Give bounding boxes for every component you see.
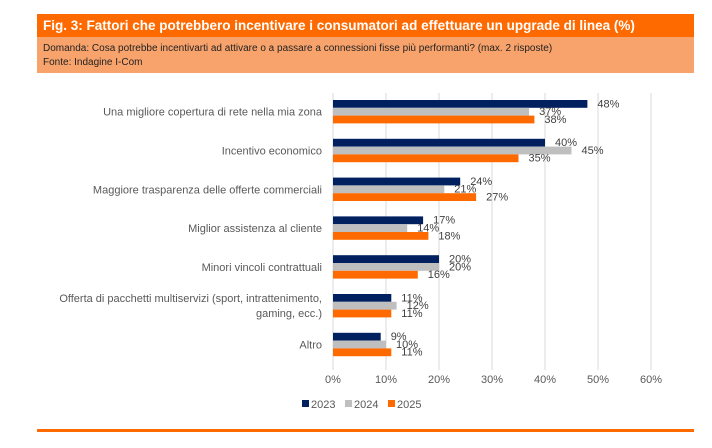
category-label: Offerta di pacchetti multiservizi (sport…: [59, 293, 322, 305]
category-label: Minori vincoli contrattuali: [202, 262, 322, 274]
data-label: 48%: [597, 98, 619, 110]
x-tick-label: 30%: [481, 374, 503, 386]
legend-swatch-2025: [388, 400, 395, 407]
data-label: 24%: [470, 176, 492, 188]
legend-swatch-2024: [345, 400, 352, 407]
x-axis-ticks: 0% 10% 20% 30% 40% 50% 60%: [325, 374, 662, 386]
category-label: Altro: [299, 340, 322, 352]
legend-label: 2024: [354, 399, 378, 411]
bar-2025: [333, 232, 429, 240]
x-tick-label: 0%: [325, 374, 341, 386]
bar-2024: [333, 340, 386, 349]
data-label: 11%: [401, 347, 422, 359]
data-label: 14%: [417, 223, 439, 235]
bar-2023: [333, 177, 461, 186]
data-label: 38%: [544, 114, 566, 126]
bar-2023: [333, 294, 392, 302]
x-tick-label: 50%: [587, 374, 609, 386]
category-label: Incentivo economico: [222, 146, 322, 158]
data-label: 18%: [438, 230, 460, 242]
bar-2023: [333, 138, 545, 147]
data-label: 9%: [391, 331, 407, 343]
bar-2024: [333, 146, 572, 155]
category-label: Una migliore copertura di rete nella mia…: [103, 107, 323, 119]
data-label: 27%: [486, 192, 508, 204]
x-tick-label: 60%: [640, 374, 662, 386]
category-label: gaming, ecc.): [256, 308, 322, 320]
bar-2023: [333, 332, 381, 341]
bar-2025: [333, 154, 519, 163]
x-tick-label: 40%: [534, 374, 556, 386]
figure-subheader: Domanda: Cosa potrebbe incentivarti ad a…: [37, 37, 694, 73]
bar-2024: [333, 107, 530, 116]
data-label: 40%: [555, 137, 577, 149]
bar-2025: [333, 309, 392, 318]
bar-2023: [333, 216, 424, 225]
data-label: 45%: [582, 145, 604, 157]
category-labels: Una migliore copertura di rete nella mia…: [59, 107, 323, 352]
category-label: Miglior assistenza al cliente: [188, 223, 322, 235]
x-tick-label: 20%: [428, 374, 450, 386]
figure-title: Fig. 3: Fattori che potrebbero incentiva…: [37, 14, 694, 37]
bar-2025: [333, 115, 535, 124]
category-label: Maggiore trasparenza delle offerte comme…: [93, 184, 322, 196]
bottom-rule: [37, 429, 694, 432]
bar-2025: [333, 193, 477, 201]
legend-swatch-2023: [302, 400, 309, 407]
data-label: 10%: [396, 339, 418, 351]
legend-label: 2025: [397, 399, 421, 411]
x-tick-label: 10%: [375, 374, 397, 386]
data-label: 11%: [401, 292, 422, 304]
data-label: 37%: [539, 106, 561, 118]
bar-2024: [333, 301, 397, 310]
data-label: 16%: [428, 269, 450, 281]
bar-2024: [333, 185, 445, 194]
data-label: 20%: [449, 261, 471, 273]
bar-2023: [333, 255, 439, 263]
data-label: 11%: [401, 308, 422, 320]
legend-label: 2023: [311, 399, 335, 411]
bar-2025: [333, 348, 392, 357]
data-label: 12%: [407, 300, 429, 312]
data-label: 35%: [529, 153, 551, 165]
data-label: 20%: [449, 254, 471, 266]
bars: [333, 100, 588, 357]
survey-question: Domanda: Cosa potrebbe incentivarti ad a…: [43, 43, 553, 54]
bar-2024: [333, 224, 408, 232]
bar-2025: [333, 270, 418, 279]
legend: 2023 2024 2025: [302, 399, 421, 411]
data-labels: 48% 40% 24% 17% 20% 11% 9% 37% 45% 21% 14% 20% 12% 10…: [391, 98, 620, 358]
bar-2024: [333, 263, 439, 271]
source-note: Fonte: Indagine I-Com: [43, 57, 143, 68]
data-label: 21%: [454, 184, 476, 196]
bar-2023: [333, 100, 588, 108]
data-label: 17%: [433, 215, 455, 227]
